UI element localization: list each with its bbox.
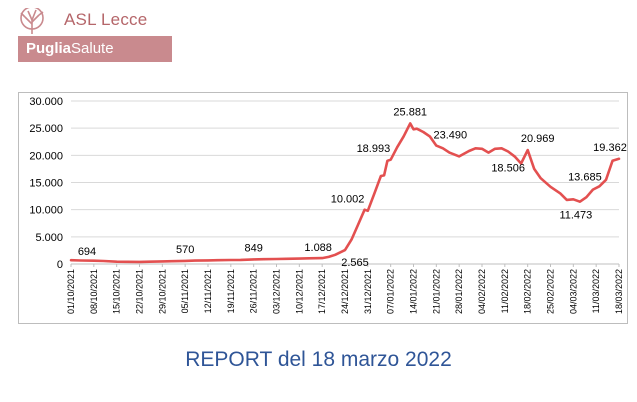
x-tick-label: 31/12/2021 [363,269,373,314]
y-tick-label: 30.000 [29,96,63,108]
data-label: 18.506 [491,162,525,174]
org-name: ASL Lecce [64,10,148,29]
tree-icon [20,8,44,34]
brand-name: PugliaSalute [26,40,114,57]
x-tick-label: 18/02/2022 [523,269,533,314]
x-tick-label: 25/02/2022 [546,269,556,314]
data-label: 18.993 [357,143,391,155]
y-tick-label: 25.000 [29,123,63,135]
data-label: 849 [244,242,262,254]
x-tick-label: 29/10/2021 [157,269,167,314]
x-tick-label: 11/02/2022 [500,269,510,313]
data-label: 23.490 [434,130,468,142]
data-label: 11.473 [559,210,592,222]
data-label: 694 [78,246,96,258]
data-label: 2.565 [341,257,369,269]
series-line [69,122,621,264]
report-title: REPORT del 18 marzo 2022 [185,348,452,371]
x-tick-label: 19/11/2021 [226,269,236,313]
x-tick-label: 12/11/2021 [203,269,213,313]
x-tick-label: 04/03/2022 [568,269,578,314]
line-chart: 30.000 25.000 20.000 15.000 10.000 5.000 001/1… [29,96,627,314]
y-tick-label: 20.000 [29,150,63,162]
x-tick-label: 04/02/2022 [477,269,487,314]
data-label: 20.969 [521,133,555,145]
x-tick-label: 10/12/2021 [294,269,304,314]
y-tick-label: 0 [57,259,63,271]
x-tick-label: 18/03/2022 [614,269,624,314]
brand-bold: Puglia [26,40,72,57]
x-tick-label: 01/10/2021 [66,269,76,314]
x-tick-label: 24/12/2021 [340,269,350,314]
data-label: 25.881 [393,106,427,118]
x-tick-label: 22/10/2021 [135,269,145,314]
data-label: 1.088 [304,242,332,254]
y-tick-label: 15.000 [29,178,63,190]
x-tick-label: 17/12/2021 [317,269,327,314]
data-label: 10.002 [331,194,365,206]
x-tick-label: 05/11/2021 [180,269,190,313]
x-tick-label: 03/12/2021 [272,269,282,314]
x-tick-label: 28/01/2022 [454,269,464,314]
brand-band: PugliaSalute [18,36,172,62]
y-tick-label: 10.000 [29,205,63,217]
chart-frame: 30.000 25.000 20.000 15.000 10.000 5.000 0 01/1… [18,92,628,324]
x-tick-label: 26/11/2021 [249,269,259,313]
asl-logo: ASL Lecce PugliaSalute [18,8,178,64]
x-tick-label: 07/01/2022 [386,269,396,314]
x-tick-label: 08/10/2021 [89,269,99,314]
x-tick-label: 11/03/2022 [591,269,601,313]
x-tick-label: 15/10/2021 [112,269,122,314]
data-label: 19.362 [593,142,627,154]
data-label: 13.685 [568,172,602,184]
x-tick-label: 14/01/2022 [409,269,419,314]
x-tick-label: 21/01/2022 [431,269,441,314]
y-tick-label: 5.000 [35,232,63,244]
brand-regular: Salute [71,40,114,57]
data-label: 570 [176,244,194,256]
